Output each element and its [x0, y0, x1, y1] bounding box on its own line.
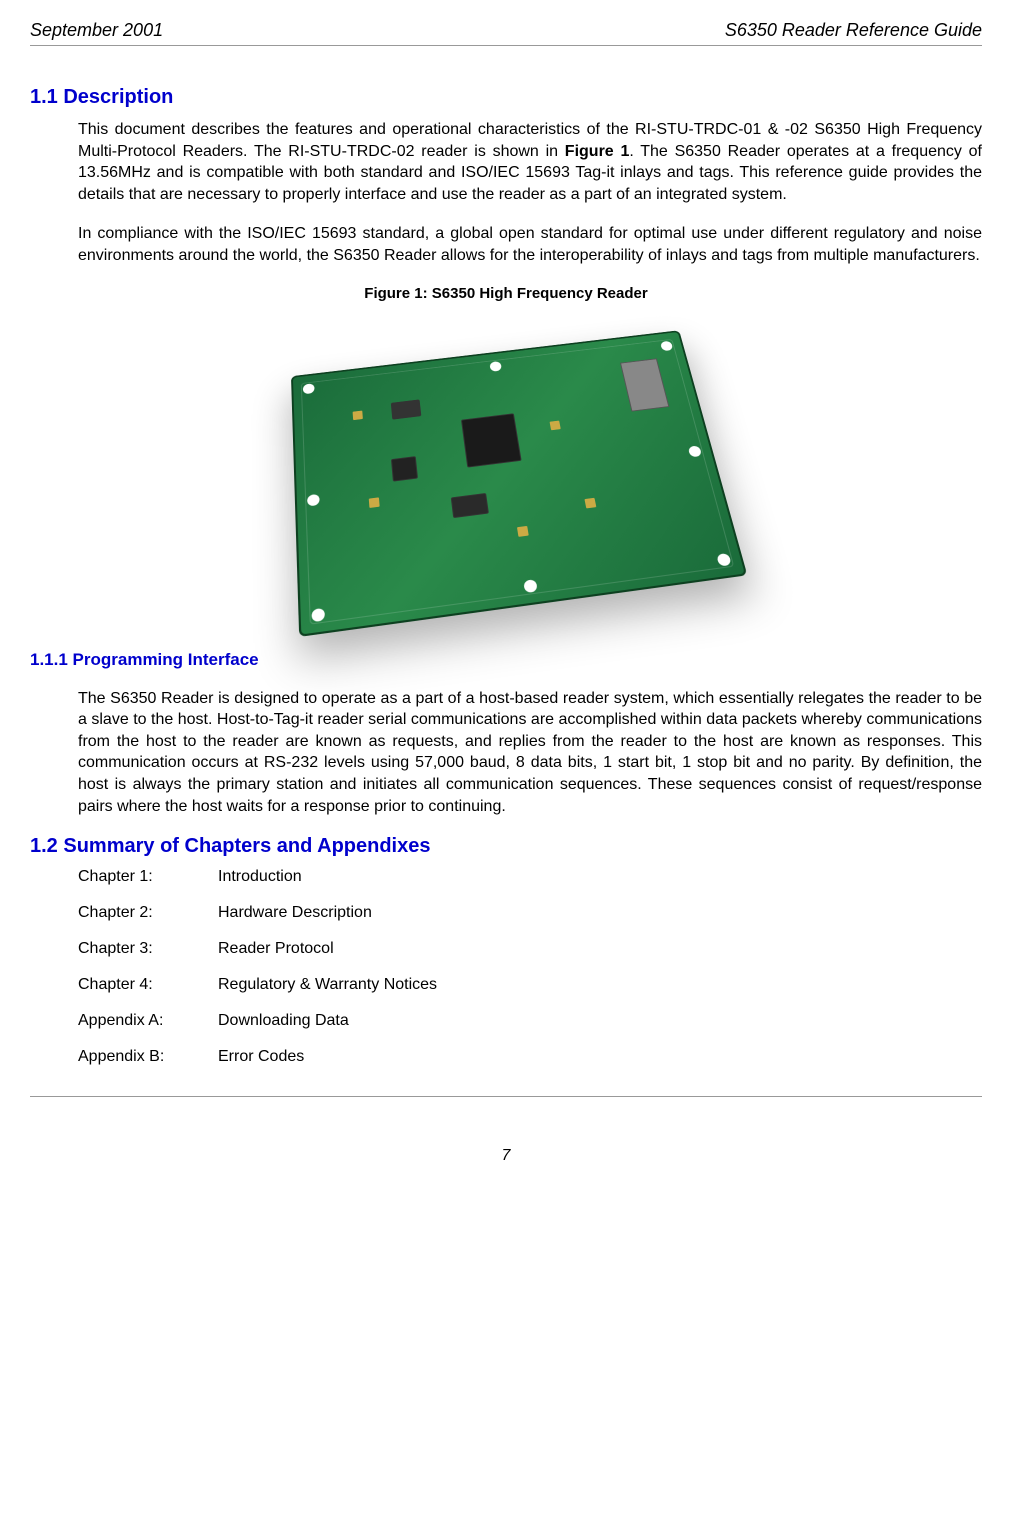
ic-chip — [461, 413, 522, 467]
capacitor — [369, 497, 380, 508]
section-1-1-para-1: This document describes the features and… — [78, 119, 982, 205]
section-1-1-1-para-1: The S6350 Reader is designed to operate … — [78, 688, 982, 818]
mounting-hole — [307, 493, 320, 506]
capacitor — [550, 420, 561, 430]
mounting-hole — [489, 361, 502, 372]
chapter-row: Chapter 2: Hardware Description — [78, 904, 982, 922]
capacitor — [584, 497, 596, 508]
chapter-label: Appendix A: — [78, 1012, 218, 1030]
chapter-label: Appendix B: — [78, 1048, 218, 1066]
chapter-title: Regulatory & Warranty Notices — [218, 976, 437, 994]
chapter-label: Chapter 1: — [78, 868, 218, 886]
chapter-list: Chapter 1: Introduction Chapter 2: Hardw… — [78, 868, 982, 1066]
chapter-title: Hardware Description — [218, 904, 372, 922]
chapter-title: Reader Protocol — [218, 940, 334, 958]
chapter-row: Appendix A: Downloading Data — [78, 1012, 982, 1030]
pcb-board-illustration — [291, 330, 747, 637]
chapter-label: Chapter 3: — [78, 940, 218, 958]
header-date: September 2001 — [30, 20, 163, 41]
page-number: 7 — [30, 1147, 982, 1165]
chapter-row: Appendix B: Error Codes — [78, 1048, 982, 1066]
chapter-label: Chapter 2: — [78, 904, 218, 922]
ic-chip — [391, 399, 422, 419]
chapter-row: Chapter 1: Introduction — [78, 868, 982, 886]
section-1-2-heading: 1.2 Summary of Chapters and Appendixes — [30, 835, 982, 858]
section-1-1-heading: 1.1 Description — [30, 86, 982, 109]
chapter-title: Introduction — [218, 868, 302, 886]
capacitor — [353, 410, 363, 420]
mounting-hole — [688, 445, 702, 457]
mounting-hole — [311, 607, 325, 621]
section-1-1-para-2: In compliance with the ISO/IEC 15693 sta… — [78, 223, 982, 266]
capacitor — [517, 525, 529, 536]
header-title: S6350 Reader Reference Guide — [725, 20, 982, 41]
mounting-hole — [660, 340, 673, 351]
chapter-row: Chapter 3: Reader Protocol — [78, 940, 982, 958]
connector — [620, 358, 669, 411]
chapter-row: Chapter 4: Regulatory & Warranty Notices — [78, 976, 982, 994]
chapter-title: Downloading Data — [218, 1012, 349, 1030]
ic-chip — [451, 493, 489, 518]
figure-1-caption: Figure 1: S6350 High Frequency Reader — [30, 285, 982, 302]
section-1-1-1-heading: 1.1.1 Programming Interface — [30, 650, 982, 670]
mounting-hole — [523, 579, 538, 593]
ic-chip — [391, 456, 418, 482]
footer-separator — [30, 1096, 982, 1097]
chapter-title: Error Codes — [218, 1048, 304, 1066]
mounting-hole — [303, 383, 315, 394]
figure-1-image — [30, 330, 982, 610]
figure-1-ref: Figure 1 — [565, 143, 630, 160]
mounting-hole — [716, 553, 731, 567]
chapter-label: Chapter 4: — [78, 976, 218, 994]
page-header: September 2001 S6350 Reader Reference Gu… — [30, 20, 982, 46]
